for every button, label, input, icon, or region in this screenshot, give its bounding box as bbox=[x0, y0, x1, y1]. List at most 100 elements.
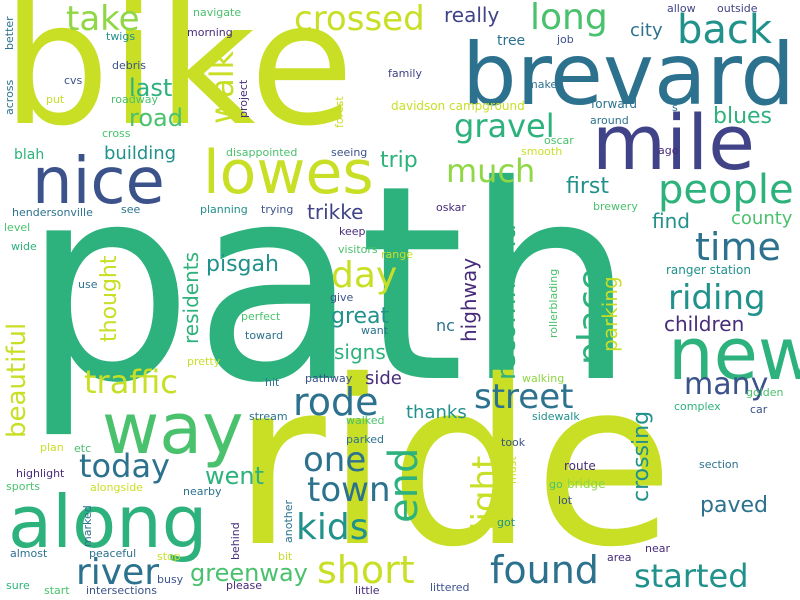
word-walked: walked bbox=[346, 414, 385, 427]
word-see: see bbox=[121, 203, 141, 216]
word-rollerblading: rollerblading bbox=[547, 268, 560, 338]
word-find: find bbox=[652, 209, 690, 233]
word-signs: signs bbox=[334, 340, 386, 364]
word-sidewalk: sidewalk bbox=[532, 410, 580, 423]
word-roadway: roadway bbox=[111, 93, 158, 106]
word-found: found bbox=[490, 548, 599, 592]
word-oscar: oscar bbox=[544, 134, 574, 147]
word-lowes: lowes bbox=[203, 138, 374, 208]
word-almost: almost bbox=[10, 547, 48, 560]
word-want: want bbox=[361, 324, 389, 337]
word-crossing: crossing bbox=[629, 410, 654, 502]
word-seeing: seeing bbox=[331, 146, 368, 159]
word-road: road bbox=[129, 104, 183, 132]
word-give: give bbox=[330, 291, 354, 304]
word-forest: forest bbox=[333, 96, 346, 128]
word-bit: bit bbox=[278, 550, 293, 563]
word-thanks: thanks bbox=[406, 402, 467, 423]
word-start: start bbox=[44, 584, 70, 597]
word-mile: mile bbox=[592, 98, 756, 187]
word-along: along bbox=[8, 480, 208, 564]
word-toward: toward bbox=[245, 329, 284, 342]
word-peaceful: peaceful bbox=[89, 547, 137, 560]
word-parking: parking bbox=[598, 276, 622, 352]
word-stream: stream bbox=[249, 410, 288, 423]
word-pathway: pathway bbox=[305, 372, 353, 385]
word-kids: kids bbox=[296, 507, 369, 548]
word-walk: walk bbox=[203, 50, 241, 124]
word-back: back bbox=[677, 7, 773, 53]
word-plan: plan bbox=[40, 441, 64, 454]
word-parked: parked bbox=[346, 433, 384, 446]
word-got: got bbox=[497, 516, 516, 529]
word-walking: walking bbox=[522, 372, 565, 385]
word-nc: nc bbox=[436, 316, 455, 335]
word-put: put bbox=[46, 93, 65, 106]
word-city: city bbox=[630, 20, 663, 41]
word-way: way bbox=[102, 388, 244, 470]
word-hit: hit bbox=[265, 376, 280, 389]
word-street: street bbox=[474, 377, 574, 417]
word-path: path bbox=[22, 127, 636, 442]
word-nice: nice bbox=[32, 145, 165, 219]
word-trikke: trikke bbox=[307, 200, 364, 224]
word-complex: complex bbox=[674, 400, 721, 413]
word-keep: keep bbox=[339, 225, 366, 238]
word-traffic: traffic bbox=[84, 363, 178, 401]
word-trying: trying bbox=[261, 203, 294, 216]
word-bridge: bridge bbox=[567, 477, 606, 491]
word-day: day bbox=[331, 255, 398, 296]
word-trip: trip bbox=[380, 148, 418, 173]
word-around: around bbox=[590, 114, 629, 127]
word-brevard: brevard bbox=[462, 25, 795, 125]
word-project: project bbox=[237, 79, 250, 118]
word-section: section bbox=[699, 458, 739, 471]
word-oskar: oskar bbox=[436, 201, 466, 214]
word-across: across bbox=[3, 79, 16, 115]
word-marked: marked bbox=[81, 505, 94, 547]
word-golden: golden bbox=[746, 386, 784, 399]
word-outside: outside bbox=[717, 2, 758, 15]
word-town: town bbox=[307, 470, 391, 510]
word-bike: bike bbox=[2, 0, 355, 164]
word-thought: thought bbox=[97, 255, 122, 342]
word-intersections: intersections bbox=[86, 584, 157, 597]
word-short: short bbox=[317, 548, 415, 592]
word-go: go bbox=[549, 478, 563, 491]
word-twigs: twigs bbox=[106, 30, 136, 43]
word-little: little bbox=[355, 584, 380, 597]
word-brewery: brewery bbox=[593, 200, 638, 213]
word-lot: lot bbox=[558, 494, 573, 507]
word-must: must bbox=[506, 456, 519, 484]
word-morning: morning bbox=[187, 26, 233, 39]
word-greenway: greenway bbox=[190, 559, 308, 587]
word-residents: residents bbox=[179, 251, 203, 344]
word-end: end bbox=[381, 447, 427, 523]
word-make: make bbox=[527, 78, 558, 91]
word-pretty: pretty bbox=[187, 355, 221, 368]
word-long: long bbox=[530, 0, 608, 38]
word-take: take bbox=[66, 0, 140, 39]
word-sure: sure bbox=[6, 579, 30, 592]
word-near: near bbox=[645, 542, 671, 555]
word-etc: etc bbox=[74, 442, 92, 455]
word-ago: ago bbox=[658, 144, 679, 157]
word-side: side bbox=[365, 368, 402, 389]
word-job: job bbox=[557, 33, 574, 46]
word-another: another bbox=[282, 499, 295, 543]
word-family: family bbox=[388, 67, 422, 80]
word-riding: riding bbox=[668, 278, 766, 318]
word-area: area bbox=[607, 551, 632, 564]
word-alongside: alongside bbox=[90, 481, 144, 494]
word-much: much bbox=[446, 152, 536, 190]
word-county: county bbox=[731, 208, 793, 229]
word-building: building bbox=[104, 143, 177, 164]
word-stop: stop bbox=[157, 550, 181, 563]
word-time: time bbox=[695, 225, 781, 269]
word-beautiful: beautiful bbox=[2, 322, 32, 438]
word-forward: forward bbox=[591, 97, 638, 111]
word-navigate: navigate bbox=[193, 6, 242, 19]
word-gravel: gravel bbox=[454, 107, 555, 145]
word-hendersonville: hendersonville bbox=[12, 206, 93, 219]
